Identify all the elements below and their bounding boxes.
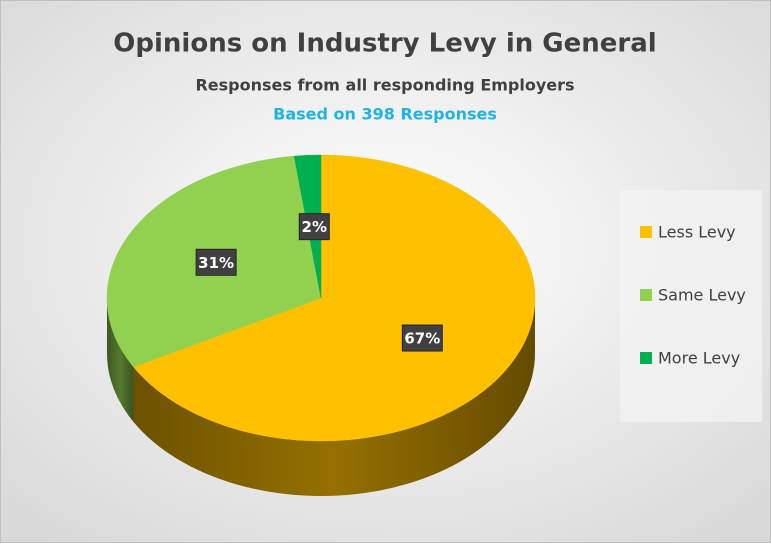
- slice-side-shade: [107, 298, 134, 422]
- legend-label: Less Levy: [658, 223, 736, 242]
- data-label: 67%: [404, 330, 440, 348]
- legend-swatch: [640, 289, 652, 301]
- legend-label: More Levy: [658, 349, 740, 368]
- legend-label: Same Levy: [658, 286, 746, 305]
- slice: [133, 154, 536, 442]
- chart-subtitle: Responses from all responding Employers: [195, 76, 574, 95]
- slice-side-shade: [133, 298, 535, 496]
- legend-swatch: [640, 352, 652, 364]
- legend-swatch: [640, 226, 652, 238]
- data-label: 31%: [198, 254, 234, 272]
- data-label: 2%: [302, 218, 327, 236]
- data-label-box: [401, 324, 443, 352]
- annotation: Based on 398 Responses: [273, 105, 497, 124]
- chart-title: Opinions on Industry Levy in General: [113, 29, 656, 59]
- data-label-box: [195, 248, 237, 276]
- data-label-box: [298, 213, 330, 241]
